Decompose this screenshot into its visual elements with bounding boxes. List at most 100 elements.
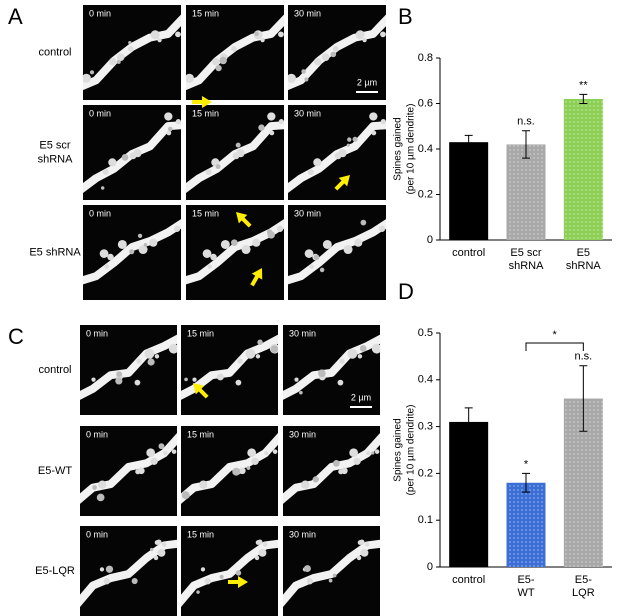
micrograph bbox=[186, 105, 284, 200]
spine bbox=[131, 578, 138, 585]
spine bbox=[98, 480, 107, 489]
spine bbox=[144, 348, 155, 359]
spine bbox=[258, 124, 265, 131]
y-tick-label: 0 bbox=[427, 234, 433, 246]
dendrite bbox=[181, 539, 278, 608]
micrograph bbox=[83, 205, 181, 300]
spine bbox=[262, 542, 268, 547]
panel-letter: A bbox=[8, 4, 23, 29]
bar bbox=[506, 144, 546, 240]
spine bbox=[332, 573, 337, 578]
error-bar bbox=[522, 472, 530, 493]
spine bbox=[200, 567, 206, 572]
time-label: 15 min bbox=[187, 429, 214, 439]
spine bbox=[312, 476, 319, 483]
spine bbox=[150, 30, 160, 40]
spine bbox=[219, 574, 224, 579]
x-tick-label: control bbox=[452, 574, 485, 586]
spine bbox=[338, 149, 347, 158]
arrow bbox=[236, 212, 252, 228]
spine bbox=[356, 555, 362, 561]
spine bbox=[354, 238, 363, 247]
time-label: 30 min bbox=[289, 429, 316, 439]
time-label: 15 min bbox=[192, 208, 219, 218]
spine bbox=[264, 450, 269, 456]
x-tick-label: shRNA bbox=[509, 260, 545, 272]
spine bbox=[341, 467, 348, 475]
spine bbox=[143, 243, 148, 247]
spine bbox=[232, 467, 241, 476]
error-bar bbox=[579, 365, 588, 432]
significance-label: n.s. bbox=[574, 351, 592, 363]
spine bbox=[278, 119, 284, 125]
spine bbox=[121, 154, 129, 161]
y-tick-label: 0.2 bbox=[418, 467, 433, 479]
y-tick-label: 0.6 bbox=[418, 97, 433, 109]
row-label: control bbox=[38, 46, 71, 58]
spine bbox=[349, 448, 359, 458]
time-label: 0 min bbox=[89, 108, 111, 118]
image-frame bbox=[288, 205, 386, 300]
arrow bbox=[250, 268, 263, 287]
image-frame bbox=[288, 5, 386, 100]
spine bbox=[359, 539, 365, 545]
spine bbox=[92, 485, 97, 490]
spine bbox=[303, 565, 311, 573]
spine bbox=[102, 168, 109, 175]
micrograph bbox=[186, 205, 284, 300]
spine bbox=[237, 358, 243, 364]
spine bbox=[146, 448, 156, 458]
spine bbox=[231, 239, 238, 246]
time-label: 15 min bbox=[187, 529, 214, 539]
time-label: 15 min bbox=[187, 328, 214, 338]
spine bbox=[181, 491, 190, 500]
micrograph bbox=[181, 426, 278, 516]
spine bbox=[166, 130, 172, 136]
dendrite bbox=[181, 432, 278, 504]
spine bbox=[105, 565, 114, 573]
error-bar bbox=[464, 134, 473, 150]
spine bbox=[380, 31, 386, 38]
spine bbox=[157, 38, 162, 43]
y-tick-label: 0.3 bbox=[418, 421, 433, 433]
spine bbox=[149, 238, 158, 247]
bar bbox=[563, 98, 603, 240]
spine bbox=[215, 164, 221, 170]
spine bbox=[299, 390, 303, 395]
y-axis-label: (per 10 µm dendrite) bbox=[406, 104, 417, 195]
y-tick-label: 0.4 bbox=[418, 374, 433, 386]
spine bbox=[175, 119, 181, 125]
spine bbox=[321, 53, 330, 62]
spine bbox=[134, 379, 141, 386]
spine bbox=[210, 253, 217, 261]
spine bbox=[196, 590, 200, 594]
time-label: 0 min bbox=[86, 529, 108, 539]
significance-label: * bbox=[524, 458, 529, 470]
bar bbox=[449, 421, 489, 567]
spine bbox=[272, 449, 278, 454]
spine bbox=[371, 451, 375, 455]
spine bbox=[137, 233, 143, 238]
spine bbox=[216, 373, 224, 381]
spine bbox=[138, 245, 148, 255]
spine bbox=[343, 245, 353, 255]
spine bbox=[328, 578, 333, 583]
micrograph bbox=[186, 5, 284, 100]
micrograph bbox=[283, 526, 380, 616]
spine bbox=[171, 449, 177, 454]
spine bbox=[319, 267, 325, 273]
scale-label: 2 µm bbox=[357, 77, 377, 87]
spine bbox=[270, 345, 278, 353]
dendrite bbox=[83, 112, 181, 194]
spine bbox=[254, 31, 259, 36]
x-tick-label: E5- bbox=[575, 574, 592, 586]
spine bbox=[347, 348, 358, 359]
spine bbox=[89, 70, 95, 75]
error-bar bbox=[464, 407, 473, 437]
row-label: E5-LQR bbox=[35, 565, 75, 577]
significance-label: n.s. bbox=[517, 116, 535, 128]
spine bbox=[154, 354, 160, 359]
dendrite-shaft bbox=[283, 334, 380, 400]
x-tick-label: WT bbox=[517, 587, 534, 599]
dendrite-shaft bbox=[83, 219, 181, 285]
